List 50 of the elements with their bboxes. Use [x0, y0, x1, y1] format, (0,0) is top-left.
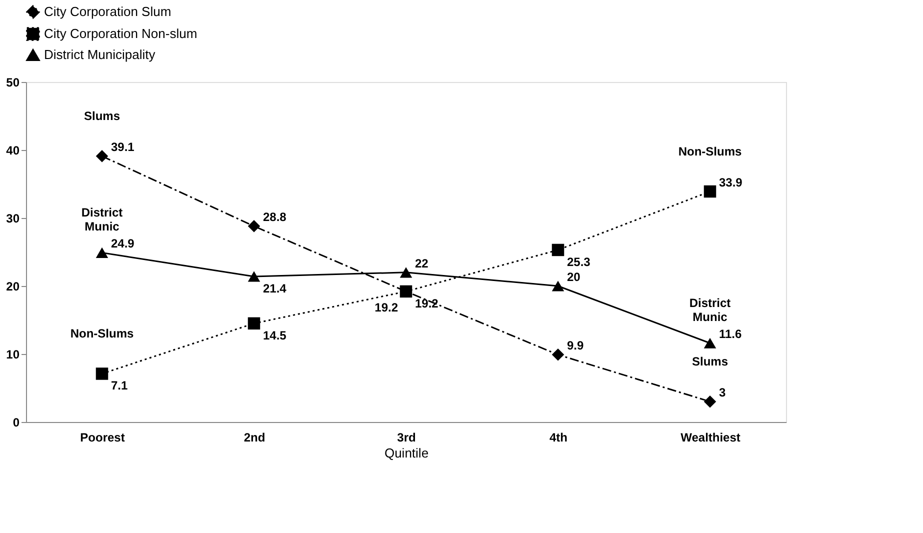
point — [96, 247, 108, 258]
point — [704, 338, 716, 348]
y-tick-label: 0 — [12, 416, 20, 430]
point — [552, 348, 564, 361]
annotation: Slums — [84, 109, 120, 124]
y-tick-label: 20 — [6, 280, 20, 294]
point — [400, 285, 412, 298]
point — [552, 244, 564, 256]
data-label: 20 — [567, 270, 581, 284]
x-tick-label: 2nd — [244, 430, 266, 444]
data-label: 14.5 — [263, 328, 287, 342]
point — [96, 150, 108, 162]
data-label: 22 — [415, 256, 429, 270]
annotation: Non-Slums — [678, 144, 742, 158]
annotation: District Munic — [81, 206, 123, 234]
y-tick-label: 40 — [6, 144, 20, 158]
data-label: 3 — [719, 386, 726, 400]
point — [248, 271, 260, 282]
y-tick-label: 10 — [6, 348, 20, 362]
x-tick-label: 3rd — [397, 430, 416, 444]
x-tick-label: Poorest — [80, 430, 125, 444]
point — [96, 368, 108, 380]
point — [248, 317, 260, 330]
data-label: 9.9 — [567, 338, 584, 353]
y-tick-label: 30 — [6, 212, 20, 226]
annotation: Non-Slums — [70, 326, 134, 341]
data-label: 24.9 — [111, 236, 135, 251]
data-label: 33.9 — [719, 175, 743, 190]
point — [704, 185, 716, 198]
point — [248, 220, 260, 232]
data-label: 19.2 — [374, 300, 398, 314]
data-label: 28.8 — [263, 210, 287, 224]
data-label: 39.1 — [111, 140, 135, 154]
point — [552, 280, 564, 292]
legend-label: City Corporation Slum — [44, 4, 172, 19]
x-tick-label: Wealthiest — [680, 430, 740, 444]
point — [704, 395, 716, 408]
annotation: Slums — [692, 354, 728, 369]
point — [400, 267, 412, 278]
data-label: 19.2 — [415, 296, 439, 310]
annotation: District Munic — [689, 296, 731, 324]
data-label: 25.3 — [567, 254, 591, 269]
data-label: 7.1 — [111, 378, 128, 393]
x-tick-label: 4th — [550, 430, 568, 444]
data-label: 21.4 — [263, 281, 287, 296]
legend-label: City Corporation Non-slum — [44, 26, 198, 41]
data-label: 11.6 — [719, 327, 742, 342]
x-axis-title: Quintile — [384, 446, 429, 460]
y-tick-label: 50 — [6, 76, 20, 90]
legend-label: District Municipality — [44, 47, 156, 62]
